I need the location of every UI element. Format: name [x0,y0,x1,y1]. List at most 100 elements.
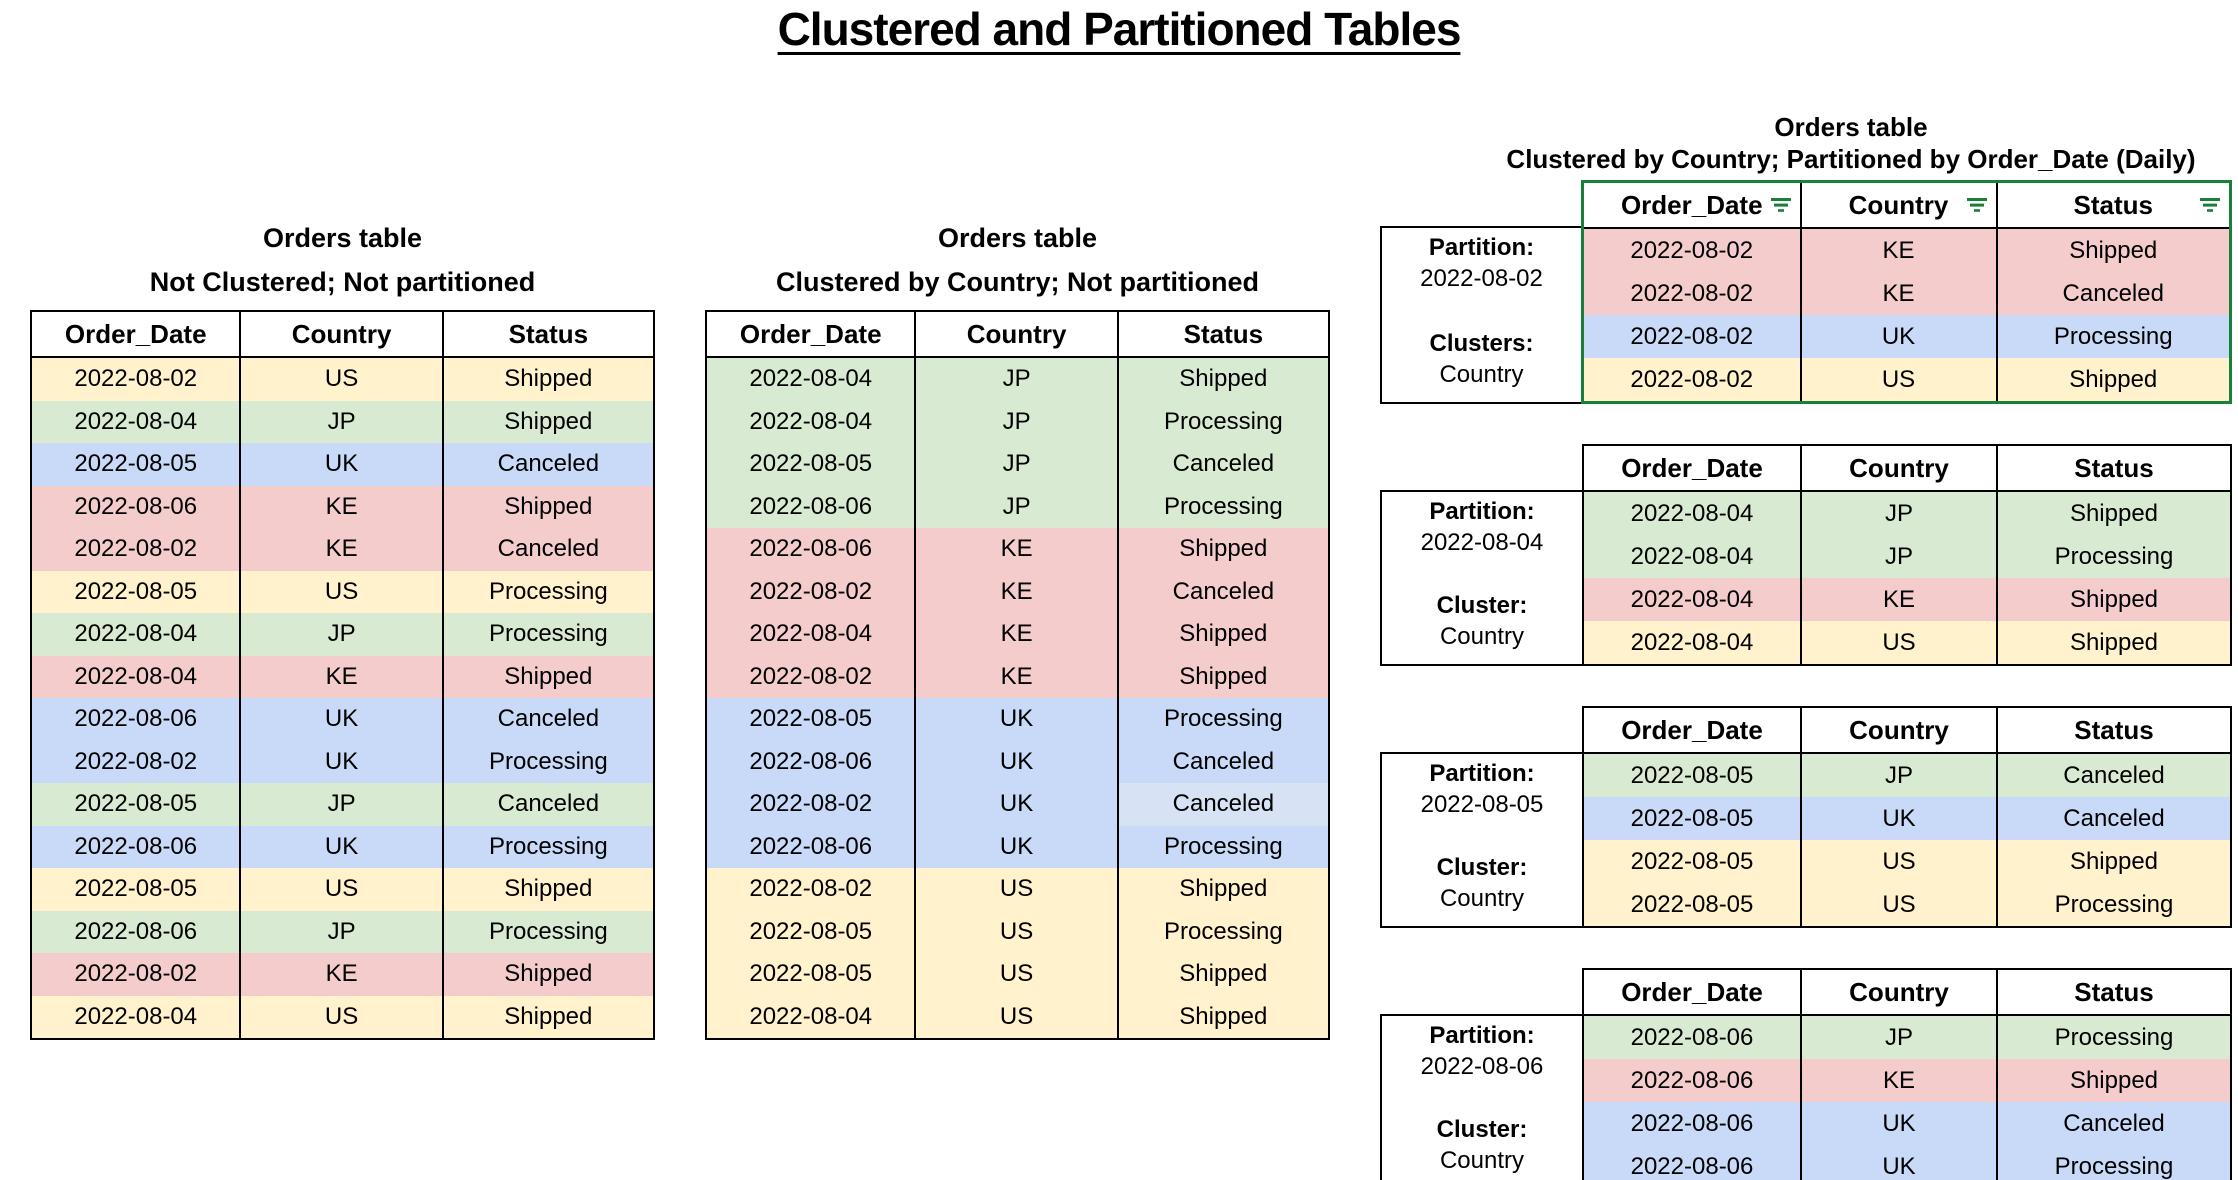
table-cell: JP [914,357,1118,401]
table-cell: 2022-08-04 [1583,621,1801,665]
table-row: 2022-08-04 JP Processing [1583,535,2231,578]
table-cell: Processing [441,825,654,868]
table-cell: KE [1799,272,1997,315]
column-header-status: Status [1116,311,1329,358]
table-subtitle: Not Clustered; Not partitioned [149,267,536,297]
partition-block-2022-08-04: Partition: 2022-08-04 Cluster: Country O… [1380,444,2232,666]
table-cell: Shipped [441,868,654,911]
table-cell: UK [1799,315,1997,358]
table-cell: 2022-08-04 [1583,578,1801,621]
table-cell: 2022-08-02 [1582,358,1801,403]
cluster-label: Cluster: [1436,592,1528,619]
table-cell: 2022-08-05 [706,910,916,953]
table-row: 2022-08-02 KE Shipped [31,953,654,996]
table-cell: 2022-08-02 [1582,228,1801,272]
table-cell: UK [914,783,1118,826]
table-cell: 2022-08-06 [706,485,916,528]
table-cell: JP [1800,1015,1997,1059]
table-cell: Shipped [1116,868,1329,911]
table-row: 2022-08-04 JP Shipped [706,357,1329,401]
partition-table-2022-08-06: Order_Date Country Status 2022-08-06 JP Pr… [1582,968,2232,1180]
table-row: 2022-08-05 JP Canceled [1583,753,2231,797]
table-cell: US [914,995,1118,1039]
table-cell: 2022-08-04 [706,357,916,401]
partition-block-2022-08-05: Partition: 2022-08-05 Cluster: Country O… [1380,706,2232,928]
table-cell: Canceled [1996,753,2231,797]
table-row: 2022-08-06 KE Shipped [1583,1059,2231,1102]
column-header-status: Status [1995,181,2231,229]
table-row: 2022-08-05 UK Processing [706,698,1329,741]
table-cell: 2022-08-02 [706,783,916,826]
table-row: 2022-08-02 UK Processing [1582,315,2231,358]
column-header-order-date: Order_Date [706,311,916,358]
table-cell: 2022-08-02 [1582,272,1801,315]
table-row: 2022-08-05 US Shipped [31,868,654,911]
table-cell: Canceled [1996,797,2231,840]
table-cell: 2022-08-02 [31,953,241,996]
table-row: 2022-08-06 JP Processing [706,485,1329,528]
table-cell: Canceled [1116,783,1329,826]
table-cell: UK [239,825,443,868]
table-cell: KE [239,953,443,996]
partition-block-2022-08-06: Partition: 2022-08-06 Cluster: Country O… [1380,968,2232,1180]
cluster-value: Country [1439,361,1524,388]
filter-icon [1770,198,1791,212]
column-header-country: Country [1800,969,1997,1016]
table-title: Orders table [1774,112,1928,142]
table-cell: JP [239,613,443,656]
table-cell: Processing [1116,485,1329,528]
partition-label: Partition: [1429,1022,1535,1049]
table-cell: US [239,570,443,613]
cluster-label: Clusters: [1429,330,1534,357]
table-cell: Canceled [441,698,654,741]
column-header-order-date: Order_Date [1583,445,1801,492]
table-cell: 2022-08-05 [1583,840,1801,883]
table-cell: 2022-08-05 [31,570,241,613]
table-cell: KE [914,570,1118,613]
table-cell: 2022-08-05 [31,783,241,826]
table-cell: 2022-08-06 [31,698,241,741]
filter-icon [2200,198,2220,212]
filter-icon [1966,198,1987,212]
column-header-country: Country [1800,707,1997,754]
table-cell: 2022-08-06 [706,528,916,571]
table-cell: 2022-08-06 [31,910,241,953]
column-header-order-date: Order_Date [1582,181,1801,229]
table-cell: Canceled [441,443,654,486]
table-cell: 2022-08-02 [1582,315,1801,358]
table-row: 2022-08-05 UK Canceled [1583,797,2231,840]
table-row: 2022-08-04 JP Shipped [31,400,654,443]
table-row: 2022-08-05 JP Canceled [31,783,654,826]
table-cell: 2022-08-05 [706,443,916,486]
table-cell: US [239,995,443,1039]
table-cell: UK [1800,1102,1997,1145]
table-subtitle: Clustered by Country; Partitioned by Ord… [1506,144,2196,174]
table-cell: UK [239,443,443,486]
table-row: 2022-08-06 UK Processing [706,825,1329,868]
table-row: 2022-08-02 KE Canceled [1582,272,2231,315]
table-row: 2022-08-04 JP Processing [706,400,1329,443]
table-cell: Shipped [1116,953,1329,996]
table-cell: Processing [1996,535,2231,578]
cluster-value: Country [1439,885,1525,912]
table-cell: Canceled [441,783,654,826]
table-cell: 2022-08-05 [31,868,241,911]
table-row: 2022-08-04 US Shipped [706,995,1329,1039]
table-row: 2022-08-02 KE Canceled [706,570,1329,613]
table-row: 2022-08-06 UK Canceled [31,698,654,741]
table-cell: UK [914,740,1118,783]
table-cell: Processing [1116,825,1329,868]
partition-table-2022-08-04: Order_Date Country Status 2022-08-04 JP Sh… [1582,444,2232,666]
table-cell: 2022-08-05 [1583,883,1801,927]
table-cell: 2022-08-04 [31,613,241,656]
table-row: 2022-08-04 KE Shipped [31,655,654,698]
column-header-order-date: Order_Date [1583,969,1801,1016]
table-cell: Shipped [441,953,654,996]
table-cell: JP [914,400,1118,443]
table-row: 2022-08-04 KE Shipped [1583,578,2231,621]
partition-label-box: Partition: 2022-08-05 Cluster: Country [1380,752,1582,928]
table-cell: 2022-08-06 [1583,1059,1801,1102]
table-cell: KE [239,485,443,528]
table-row: 2022-08-05 US Processing [706,910,1329,953]
